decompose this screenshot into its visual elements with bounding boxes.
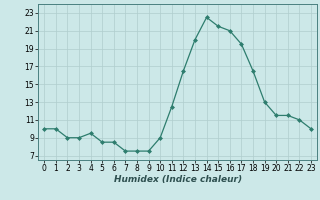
X-axis label: Humidex (Indice chaleur): Humidex (Indice chaleur)	[114, 175, 242, 184]
